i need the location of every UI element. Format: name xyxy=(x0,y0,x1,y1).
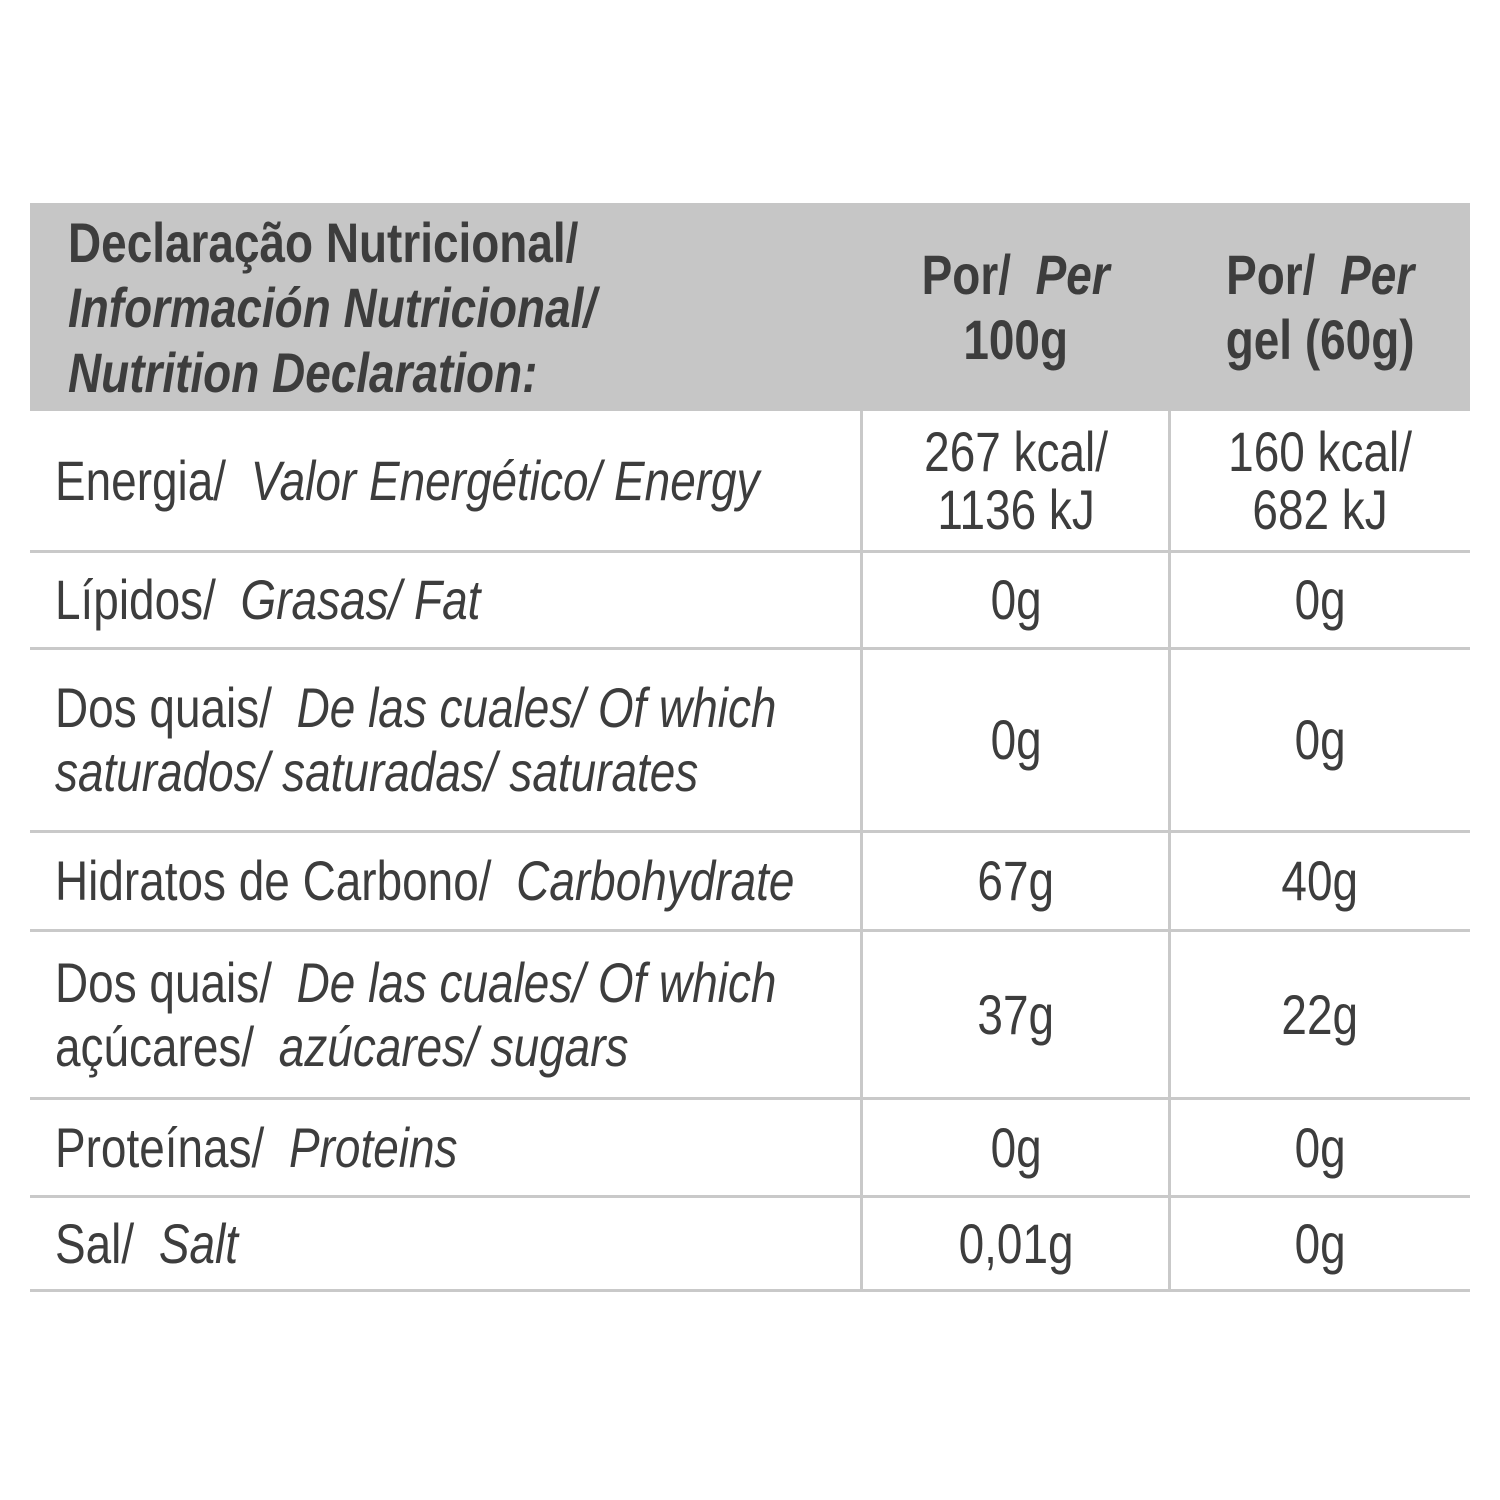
energy-per-100g-kcal: 267 kcal/ xyxy=(924,419,1108,483)
sugars-per-100g-cell: 37g xyxy=(862,932,1170,1097)
protein-per-gel-cell: 0g xyxy=(1170,1100,1470,1195)
saturates-per-gel-value: 0g xyxy=(1294,708,1346,771)
carbohydrate-per-100g-cell: 67g xyxy=(862,833,1170,929)
protein-label-pt: Proteínas/ xyxy=(55,1115,265,1179)
salt-per-gel-cell: 0g xyxy=(1170,1198,1470,1289)
carbohydrate-per-100g-value: 67g xyxy=(977,849,1055,912)
table-row-salt: Sal/ Salt 0,01g 0g xyxy=(30,1198,1470,1292)
carbohydrate-per-gel-cell: 40g xyxy=(1170,833,1470,929)
protein-label-cell: Proteínas/ Proteins xyxy=(30,1100,862,1195)
salt-label-italic: Salt xyxy=(158,1211,238,1275)
energy-per-100g-kj: 1136 kJ xyxy=(937,477,1095,541)
header-title-text: Declaração Nutricional/ Información Nutr… xyxy=(68,210,596,405)
table-header-row: Declaração Nutricional/ Información Nutr… xyxy=(30,203,1470,411)
protein-per-gel-value: 0g xyxy=(1294,1115,1346,1179)
saturates-per-100g-cell: 0g xyxy=(862,650,1170,830)
header-title-cell: Declaração Nutricional/ Información Nutr… xyxy=(30,210,862,405)
fat-per-100g-value: 0g xyxy=(990,568,1042,631)
sugars-label-cell: Dos quais/ De las cuales/ Of which açúca… xyxy=(30,932,862,1097)
fat-label-pt: Lípidos/ xyxy=(55,568,216,631)
carbohydrate-label-pt: Hidratos de Carbono/ xyxy=(55,849,492,912)
sugars-per-100g-value: 37g xyxy=(977,982,1055,1046)
header-per-gel-cell: Por/ Per gel (60g) xyxy=(1170,242,1470,372)
table-row-energy: Energia/ Valor Energético/ Energy 267 kc… xyxy=(30,411,1470,553)
fat-per-gel-value: 0g xyxy=(1294,568,1346,631)
header-per-100g-text: Por/ Per 100g xyxy=(922,242,1110,372)
table-row-saturates: Dos quais/ De las cuales/ Of which satur… xyxy=(30,650,1470,833)
fat-per-100g-cell: 0g xyxy=(862,553,1170,647)
salt-per-100g-cell: 0,01g xyxy=(862,1198,1170,1289)
table-row-protein: Proteínas/ Proteins 0g 0g xyxy=(30,1100,1470,1198)
carbohydrate-per-gel-value: 40g xyxy=(1281,849,1359,912)
per-100g-amount: 100g xyxy=(963,308,1069,371)
energy-label-pt: Energia/ xyxy=(55,448,227,512)
sugars-per-gel-cell: 22g xyxy=(1170,932,1470,1097)
saturates-label-cell: Dos quais/ De las cuales/ Of which satur… xyxy=(30,650,862,830)
carbohydrate-label-italic: Carbohydrate xyxy=(516,849,795,912)
per-gel-prefix: Por/ xyxy=(1225,243,1316,306)
table-row-fat: Lípidos/ Grasas/ Fat 0g 0g xyxy=(30,553,1470,650)
per-gel-amount: gel (60g) xyxy=(1225,308,1415,371)
sugars-label-pt: Dos quais/ xyxy=(55,950,272,1014)
fat-label-cell: Lípidos/ Grasas/ Fat xyxy=(30,553,862,647)
energy-per-100g-cell: 267 kcal/ 1136 kJ xyxy=(862,411,1170,550)
energy-label-cell: Energia/ Valor Energético/ Energy xyxy=(30,411,862,550)
saturates-per-100g-value: 0g xyxy=(990,708,1042,771)
table-body: Energia/ Valor Energético/ Energy 267 kc… xyxy=(30,411,1470,1292)
fat-per-gel-cell: 0g xyxy=(1170,553,1470,647)
per-100g-prefix: Por/ xyxy=(921,243,1012,306)
energy-per-gel-kcal: 160 kcal/ xyxy=(1228,419,1412,483)
energy-label-italic: Valor Energético/ Energy xyxy=(250,448,760,512)
saturates-label-italic: De las cuales/ Of which xyxy=(296,676,777,739)
header-title-es: Información Nutricional/ xyxy=(68,275,597,339)
header-title-en: Nutrition Declaration: xyxy=(68,340,538,404)
salt-label-cell: Sal/ Salt xyxy=(30,1198,862,1289)
per-gel-prefix-italic: Per xyxy=(1339,243,1415,306)
fat-label-italic: Grasas/ Fat xyxy=(240,568,481,631)
sugars-label-line2-italic: azúcares/ sugars xyxy=(278,1014,629,1078)
energy-per-gel-kj: 682 kJ xyxy=(1252,477,1388,541)
protein-per-100g-cell: 0g xyxy=(862,1100,1170,1195)
nutrition-table: Declaração Nutricional/ Información Nutr… xyxy=(30,203,1470,1292)
salt-per-gel-value: 0g xyxy=(1294,1211,1346,1275)
table-row-sugars: Dos quais/ De las cuales/ Of which açúca… xyxy=(30,932,1470,1100)
table-row-carbohydrate: Hidratos de Carbono/ Carbohydrate 67g 40… xyxy=(30,833,1470,932)
header-title-pt: Declaração Nutricional/ xyxy=(68,210,579,274)
header-per-gel-text: Por/ Per gel (60g) xyxy=(1226,242,1415,372)
salt-per-100g-value: 0,01g xyxy=(958,1211,1074,1275)
header-per-100g-cell: Por/ Per 100g xyxy=(862,242,1170,372)
carbohydrate-label-cell: Hidratos de Carbono/ Carbohydrate xyxy=(30,833,862,929)
column-divider-2 xyxy=(1168,411,1171,1292)
saturates-label-line2: saturados/ saturadas/ saturates xyxy=(55,740,699,803)
salt-label-pt: Sal/ xyxy=(55,1211,135,1275)
protein-label-italic: Proteins xyxy=(289,1115,458,1179)
protein-per-100g-value: 0g xyxy=(990,1115,1042,1179)
sugars-per-gel-value: 22g xyxy=(1281,982,1359,1046)
sugars-label-italic: De las cuales/ Of which xyxy=(296,950,777,1014)
per-100g-prefix-italic: Per xyxy=(1035,243,1111,306)
column-divider-1 xyxy=(860,411,863,1292)
sugars-label-line2-pt: açúcares/ xyxy=(55,1014,255,1078)
energy-per-gel-cell: 160 kcal/ 682 kJ xyxy=(1170,411,1470,550)
saturates-label-pt: Dos quais/ xyxy=(55,676,272,739)
saturates-per-gel-cell: 0g xyxy=(1170,650,1470,830)
